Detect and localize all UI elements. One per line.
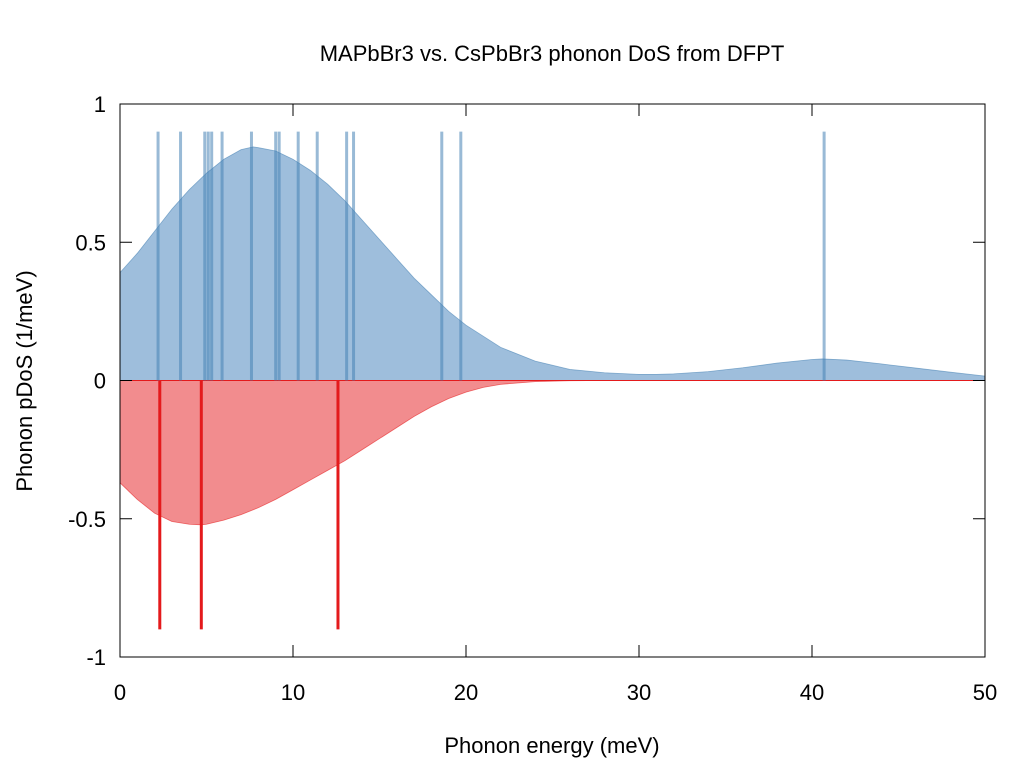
x-tick-label: 30 bbox=[627, 680, 651, 705]
x-tick-label: 40 bbox=[800, 680, 824, 705]
y-tick-label: 0.5 bbox=[75, 230, 106, 255]
mode-lines-layer bbox=[156, 131, 826, 630]
x-tick-label: 10 bbox=[281, 680, 305, 705]
chart-title: MAPbBr3 vs. CsPbBr3 phonon DoS from DFPT bbox=[320, 41, 785, 66]
x-tick-label: 50 bbox=[973, 680, 997, 705]
x-axis-label: Phonon energy (meV) bbox=[444, 733, 659, 758]
y-axis-label: Phonon pDoS (1/meV) bbox=[12, 270, 37, 491]
cspbbr3-dos-area bbox=[119, 380, 985, 526]
area-layer bbox=[119, 146, 986, 526]
mapbbr3-dos-area bbox=[119, 146, 986, 381]
y-tick-label: -0.5 bbox=[68, 507, 106, 532]
y-tick-label: 1 bbox=[94, 92, 106, 117]
ticks-layer: 0 10 20 30 40 50 1 0.5 0 -0.5 -1 bbox=[68, 92, 997, 705]
x-tick-label: 20 bbox=[454, 680, 478, 705]
y-tick-label: -1 bbox=[86, 645, 106, 670]
x-tick-label: 0 bbox=[114, 680, 126, 705]
y-tick-label: 0 bbox=[94, 369, 106, 394]
